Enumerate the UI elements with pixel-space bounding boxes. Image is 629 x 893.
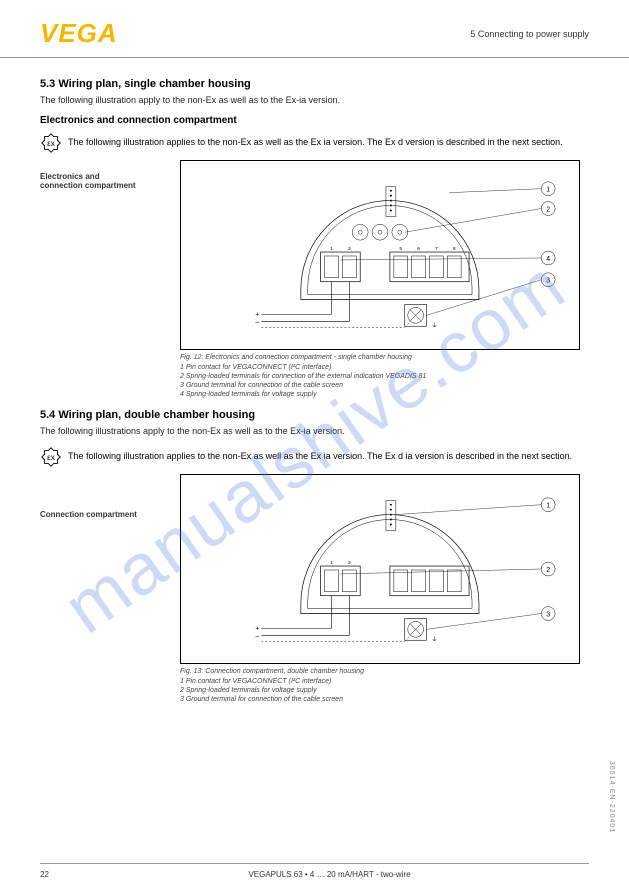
svg-text:–: –: [255, 633, 259, 640]
svg-text:8: 8: [453, 246, 456, 252]
section-body-1: The following illustration apply to the …: [40, 94, 589, 107]
svg-text:3: 3: [546, 277, 550, 284]
svg-text:⏚: ⏚: [431, 322, 437, 329]
section-title-1: 5.3 Wiring plan, single chamber housing: [40, 78, 589, 90]
svg-text:+: +: [255, 311, 259, 318]
svg-text:2: 2: [546, 206, 550, 213]
svg-text:1: 1: [330, 246, 333, 252]
brand-logo: VEGA: [40, 18, 118, 49]
section-body-2: The following illustrations apply to the…: [40, 425, 589, 438]
header-section: 5 Connecting to power supply: [470, 29, 589, 39]
doc-number: 36514-EN-220401: [608, 761, 615, 833]
svg-text:7: 7: [435, 246, 438, 252]
fig-caption-12: Fig. 12: Electronics and connection comp…: [180, 354, 580, 361]
svg-text:2: 2: [348, 560, 351, 566]
svg-text:6: 6: [417, 246, 420, 252]
ex-icon: εx: [40, 132, 62, 154]
figure-13: 1 2 ⏚ + – 1 2: [180, 474, 580, 664]
svg-text:5: 5: [399, 246, 402, 252]
svg-text:2: 2: [546, 567, 550, 574]
fig-legend-12: 1 Pin contact for VEGACONNECT (I²C inter…: [180, 363, 580, 399]
ex-note-1: The following illustration applies to th…: [68, 137, 589, 149]
section-title-2: 5.4 Wiring plan, double chamber housing: [40, 409, 589, 421]
svg-text:⏚: ⏚: [431, 636, 437, 643]
svg-text:–: –: [255, 319, 259, 326]
side-label-1: Electronics and connection compartment: [40, 172, 140, 190]
svg-text:+: +: [255, 625, 259, 632]
ex-note-2: The following illustration applies to th…: [68, 451, 589, 463]
figure-12: 1 2 5 6 7 8 ⏚ + –: [180, 160, 580, 350]
ex-icon: εx: [40, 446, 62, 468]
svg-text:εx: εx: [47, 138, 56, 147]
fig-legend-13: 1 Pin contact for VEGACONNECT (I²C inter…: [180, 677, 580, 704]
fig-caption-13: Fig. 13: Connection compartment, double …: [180, 668, 580, 675]
svg-text:4: 4: [546, 256, 550, 263]
svg-text:1: 1: [330, 560, 333, 566]
svg-text:1: 1: [546, 502, 550, 509]
side-label-2: Connection compartment: [40, 510, 140, 519]
footer-title: VEGAPULS 63 • 4 … 20 mA/HART - two-wire: [70, 870, 589, 879]
svg-text:1: 1: [546, 186, 550, 193]
page-number: 22: [40, 870, 70, 879]
svg-text:2: 2: [348, 246, 351, 252]
svg-text:3: 3: [546, 611, 550, 618]
svg-text:εx: εx: [47, 452, 56, 461]
sub-head-1: Electronics and connection compartment: [40, 115, 589, 126]
